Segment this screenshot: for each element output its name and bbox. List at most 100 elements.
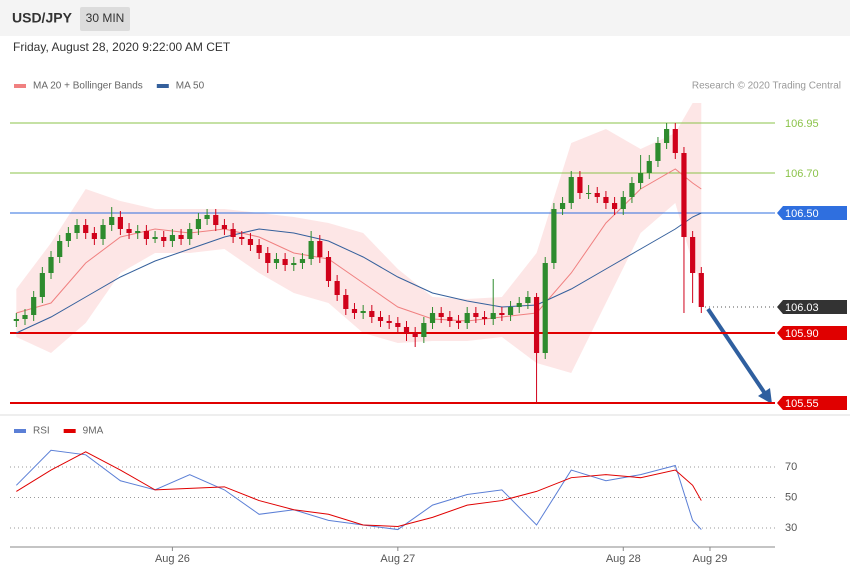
forecast-arrowhead	[758, 388, 772, 404]
candle-body	[395, 323, 401, 327]
candle-body	[438, 313, 444, 317]
candle-body	[91, 233, 97, 239]
candle-body	[265, 253, 271, 263]
candle-body	[178, 235, 184, 239]
level-box	[777, 396, 847, 410]
candle-body	[195, 219, 202, 229]
candle-body	[282, 259, 288, 265]
candle-body	[499, 313, 505, 315]
candle-body	[455, 321, 462, 323]
candle-body	[143, 231, 149, 239]
candle-body	[516, 303, 522, 307]
x-tick-label: Aug 29	[693, 553, 728, 565]
header-bar	[0, 0, 850, 36]
candle-body	[299, 259, 306, 263]
candle-body	[646, 161, 652, 173]
candle-body	[117, 217, 123, 229]
x-tick-label: Aug 28	[606, 553, 641, 565]
candle-body	[135, 231, 141, 233]
legend-label: MA 20 + Bollinger Bands	[33, 81, 143, 92]
candle-body	[525, 297, 531, 303]
candle-body	[360, 311, 366, 313]
candle-body	[559, 203, 566, 209]
candle-body	[22, 315, 28, 319]
candle-body	[204, 215, 210, 219]
candle-body	[412, 333, 418, 337]
candle-body	[74, 225, 80, 233]
legend-label: MA 50	[176, 81, 205, 92]
level-box	[777, 206, 847, 220]
interval[interactable]: 30 MIN	[86, 11, 125, 25]
candle-body	[57, 241, 63, 257]
rsi-line	[16, 451, 702, 527]
candle-body	[568, 177, 574, 203]
interval-box[interactable]	[80, 7, 130, 31]
level-label: 106.03	[785, 302, 819, 314]
candle-body	[187, 229, 193, 239]
candle-body	[429, 313, 436, 323]
candle-body	[161, 237, 167, 241]
candle-body	[629, 183, 635, 197]
candle-body	[230, 229, 236, 237]
candle-body	[690, 237, 696, 273]
level-box	[777, 300, 847, 314]
forecast-arrow	[706, 307, 770, 400]
candle-body	[31, 297, 37, 315]
legend-label: RSI	[33, 426, 50, 437]
candle-body	[48, 257, 54, 273]
candle-body	[334, 281, 340, 295]
legend-swatch	[14, 84, 26, 88]
y-tick-label: 30	[785, 522, 797, 534]
candle-body	[698, 273, 704, 307]
candle-body	[490, 313, 496, 319]
candle-body	[481, 317, 488, 319]
candle-body	[464, 313, 470, 323]
candle-body	[83, 225, 89, 233]
subtitle: Friday, August 28, 2020 9:22:00 AM CET	[13, 40, 231, 54]
candle-body	[403, 327, 410, 333]
legend-swatch	[156, 84, 169, 88]
candle-body	[325, 257, 332, 281]
source: Research © 2020 Trading Central	[692, 81, 841, 92]
candle-body	[273, 259, 280, 263]
candle-body	[594, 193, 600, 197]
candle-body	[447, 317, 453, 321]
candle-body	[109, 217, 115, 225]
candle-body	[152, 237, 158, 239]
candle-body	[603, 197, 609, 203]
candle-body	[681, 153, 687, 237]
x-tick-label: Aug 27	[380, 553, 415, 565]
candle-body	[533, 297, 540, 353]
legend-label: 9MA	[83, 426, 104, 437]
candle-body	[239, 237, 245, 239]
candle-body	[213, 215, 219, 225]
legend-swatch	[63, 429, 76, 433]
candle-body	[169, 235, 176, 241]
candle-body	[221, 225, 228, 229]
candle-body	[585, 193, 592, 194]
legend-swatch	[14, 429, 26, 433]
chart-title: USD/JPY	[12, 10, 73, 26]
candle-body	[638, 173, 644, 183]
candle-body	[100, 225, 106, 239]
candle-body	[655, 143, 661, 161]
candle-body	[126, 229, 132, 233]
candle-body	[611, 203, 618, 209]
candle-body	[386, 321, 392, 323]
candle-body	[672, 129, 678, 153]
candle-body	[351, 309, 358, 313]
level-label: 106.95	[785, 118, 819, 130]
candle-body	[317, 241, 323, 257]
level-box	[777, 326, 847, 340]
candle-body	[421, 323, 427, 337]
candle-body	[343, 295, 349, 309]
candle-body	[291, 263, 297, 265]
candle-body	[542, 263, 548, 353]
y-tick-label: 70	[785, 461, 797, 473]
candle-body	[577, 177, 583, 193]
level-label: 105.55	[785, 398, 819, 410]
candle-body	[369, 311, 375, 317]
ma-line	[16, 212, 702, 334]
level-label: 106.50	[785, 208, 819, 220]
